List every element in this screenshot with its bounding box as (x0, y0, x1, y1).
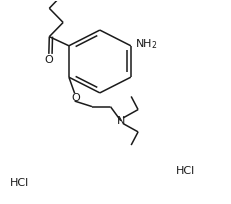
Text: HCl: HCl (175, 166, 194, 176)
Text: NH$_2$: NH$_2$ (135, 37, 157, 51)
Text: O: O (44, 54, 52, 64)
Text: N: N (116, 116, 125, 126)
Text: HCl: HCl (9, 178, 29, 188)
Text: O: O (71, 93, 80, 103)
